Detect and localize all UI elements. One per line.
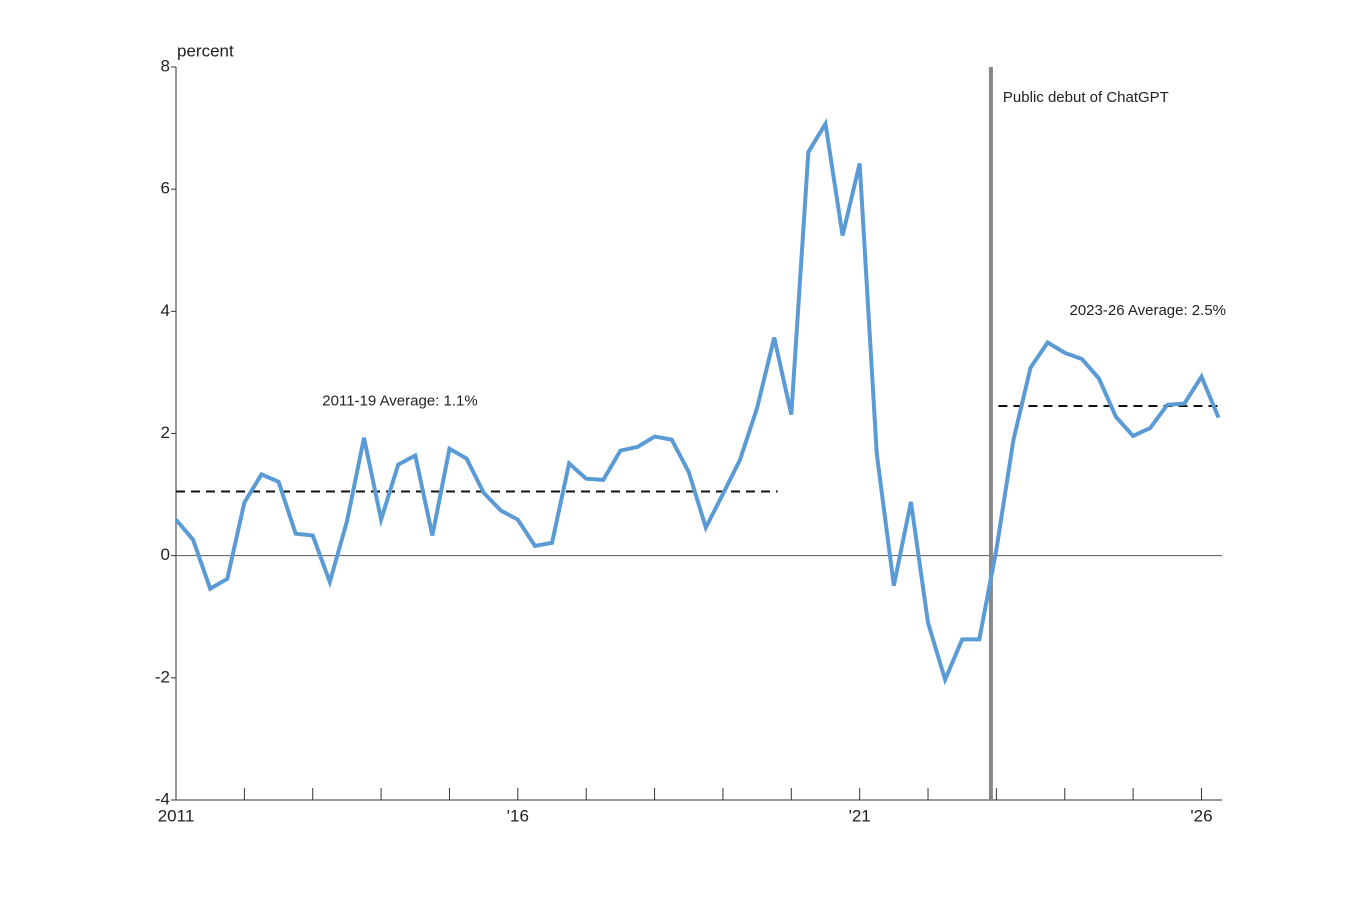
x-tick-label: 2011 bbox=[158, 806, 195, 825]
y-tick-label: 0 bbox=[161, 545, 170, 564]
x-tick-label: '26 bbox=[1190, 806, 1212, 825]
y-axis-label: percent bbox=[177, 41, 234, 60]
average-label: 2011-19 Average: 1.1% bbox=[322, 392, 477, 409]
y-tick-label: 6 bbox=[161, 179, 170, 198]
y-tick-label: -4 bbox=[155, 789, 170, 808]
x-tick-label: '21 bbox=[849, 806, 871, 825]
average-label: 2023-26 Average: 2.5% bbox=[1069, 302, 1226, 319]
event-label: Public debut of ChatGPT bbox=[1003, 89, 1169, 106]
y-tick-label: 8 bbox=[161, 56, 170, 75]
y-tick-label: 4 bbox=[161, 301, 170, 320]
series-line bbox=[174, 118, 1221, 686]
x-tick-label: '16 bbox=[507, 806, 529, 825]
y-tick-label: -2 bbox=[155, 667, 170, 686]
y-tick-label: 2 bbox=[161, 423, 170, 442]
